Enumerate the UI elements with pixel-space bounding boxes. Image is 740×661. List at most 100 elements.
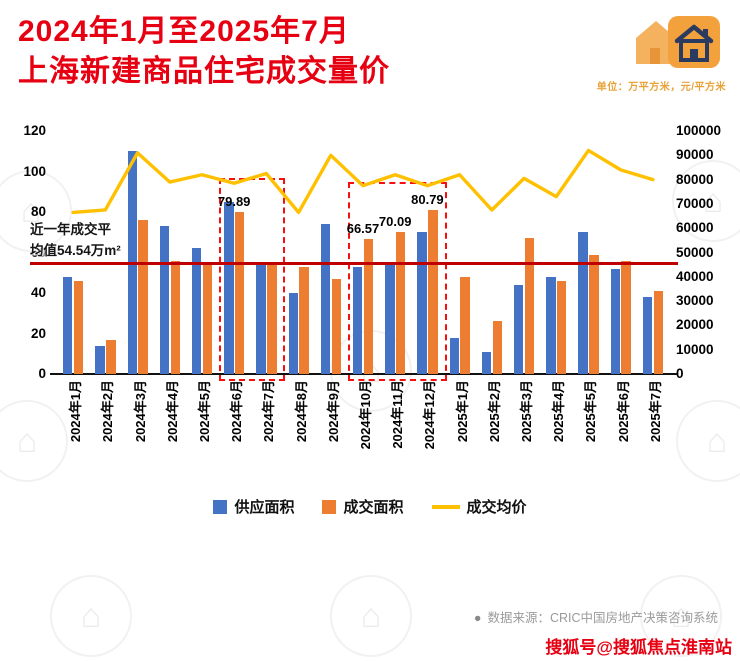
y-axis-label-right: 100000 (676, 123, 722, 138)
bar-supply (353, 266, 363, 374)
house-stamp-icon: ⌂ (706, 421, 728, 460)
legend-item-price: 成交均价 (431, 496, 527, 517)
bar-transaction (170, 260, 180, 374)
x-axis-label: 2025年3月 (519, 380, 535, 443)
y-axis-label-left: 80 (30, 204, 46, 219)
bar-supply (546, 276, 556, 374)
y-axis-label-right: 0 (676, 366, 684, 381)
bar-transaction (653, 290, 664, 374)
bar-transaction (621, 260, 631, 374)
highlight-box (347, 181, 447, 381)
x-axis-label: 2024年9月 (325, 380, 341, 443)
x-axis-label: 2025年4月 (551, 380, 567, 443)
bar-transaction (589, 254, 599, 374)
page-title: 2024年1月至2025年7月 上海新建商品住宅成交量价 (18, 12, 390, 92)
bar-transaction (106, 339, 116, 374)
bar-transaction (202, 262, 213, 374)
x-axis-label: 2024年6月 (229, 380, 245, 443)
average-annotation: 近一年成交平 均值54.54万m² (30, 219, 121, 261)
bar-supply (385, 264, 395, 374)
bar-transaction (557, 280, 567, 374)
y-axis-label-right: 50000 (676, 244, 714, 260)
data-source: ● 数据来源：CRIC中国房地产决策咨询系统 (474, 607, 718, 626)
bar-supply (191, 248, 202, 374)
bar-supply (481, 351, 492, 374)
title-line-1: 2024年1月至2025年7月 (18, 15, 350, 48)
bar-transaction (331, 278, 341, 374)
legend-label-transaction: 成交面积 (343, 499, 404, 516)
bar-transaction (234, 212, 245, 374)
bar-transaction (267, 264, 277, 374)
x-axis-label: 2025年6月 (615, 380, 631, 443)
price-line-swatch-icon (431, 504, 460, 509)
watermark-stamp: ⌂ (672, 160, 740, 242)
watermark-stamp: ⌂ (0, 400, 68, 482)
y-axis-label-left: 120 (23, 123, 46, 138)
bar-transaction (396, 232, 406, 374)
x-axis-label: 2025年5月 (583, 380, 599, 443)
bar-value-label: 79.89 (217, 194, 251, 210)
bar-transaction (73, 280, 84, 374)
legend-label-price: 成交均价 (466, 499, 527, 516)
y-axis-label-left: 0 (38, 366, 46, 381)
y-axis-label-right: 70000 (676, 195, 714, 211)
average-annotation-line-2: 均值54.54万m² (30, 243, 121, 258)
bar-supply (288, 293, 298, 374)
y-axis-label-right: 10000 (676, 341, 714, 357)
watermark-stamp: ⌂ (676, 400, 740, 482)
bar-transaction (524, 238, 535, 374)
x-axis-label: 2024年4月 (164, 380, 180, 443)
bar-supply (578, 232, 588, 374)
house-stamp-icon: ⌂ (360, 596, 382, 635)
legend-item-supply: 供应面积 (213, 496, 294, 517)
y-axis-label-right: 60000 (676, 220, 714, 236)
bar-value-label: 66.57 (346, 221, 380, 237)
house-stamp-icon: ⌂ (702, 181, 724, 220)
bar-transaction (428, 210, 438, 374)
supply-swatch-icon (213, 499, 228, 514)
house-stamp-icon: ⌂ (670, 596, 692, 635)
x-axis-label: 2025年7月 (647, 380, 663, 443)
bullet-icon: ● (473, 611, 482, 625)
x-axis-label: 2024年7月 (261, 380, 277, 443)
x-axis-label: 2024年5月 (196, 380, 212, 443)
bar-value-label: 80.79 (411, 192, 444, 208)
watermark-stamp: ⌂ (640, 575, 722, 657)
y-axis-label-right: 90000 (676, 147, 714, 163)
y-axis-label-left: 100 (23, 163, 46, 179)
x-axis-label: 2025年2月 (486, 380, 502, 443)
bar-supply (610, 268, 621, 374)
chart-legend: 供应面积 成交面积 成交均价 (0, 496, 740, 517)
x-axis-label: 2024年3月 (132, 380, 148, 443)
house-stamp-icon: ⌂ (20, 191, 42, 230)
x-axis-line (50, 373, 677, 375)
bar-supply (514, 284, 524, 374)
y-axis-label-right: 20000 (676, 317, 714, 333)
bar-transaction (299, 266, 309, 374)
bar-supply (642, 297, 653, 374)
y-axis-label-left: 20 (30, 325, 46, 341)
watermark-stamp: ⌂ (330, 575, 412, 657)
x-axis-label: 2024年10月 (358, 380, 373, 450)
bar-supply (224, 201, 234, 374)
house-stamp-icon: ⌂ (16, 421, 38, 460)
bar-supply (63, 276, 73, 374)
y-axis-label-left: 60 (30, 244, 46, 260)
average-line (30, 262, 678, 266)
average-annotation-line-1: 近一年成交平 (30, 222, 111, 237)
y-axis-label-left: 40 (30, 285, 46, 300)
bar-transaction (138, 220, 148, 374)
watermark-stamp: ⌂ (50, 575, 132, 657)
bar-transaction (492, 321, 503, 374)
unit-note: 单位：万平方米，元/平方米 (596, 82, 726, 93)
bar-value-label: 70.09 (378, 214, 412, 230)
watermark-stamp: ⌂ (0, 170, 72, 252)
bar-supply (95, 345, 105, 374)
bar-supply (320, 224, 331, 374)
y-axis-label-right: 30000 (676, 293, 714, 309)
bar-supply (417, 232, 427, 374)
y-axis-label-right: 40000 (676, 268, 714, 284)
legend-item-transaction: 成交面积 (322, 496, 404, 517)
